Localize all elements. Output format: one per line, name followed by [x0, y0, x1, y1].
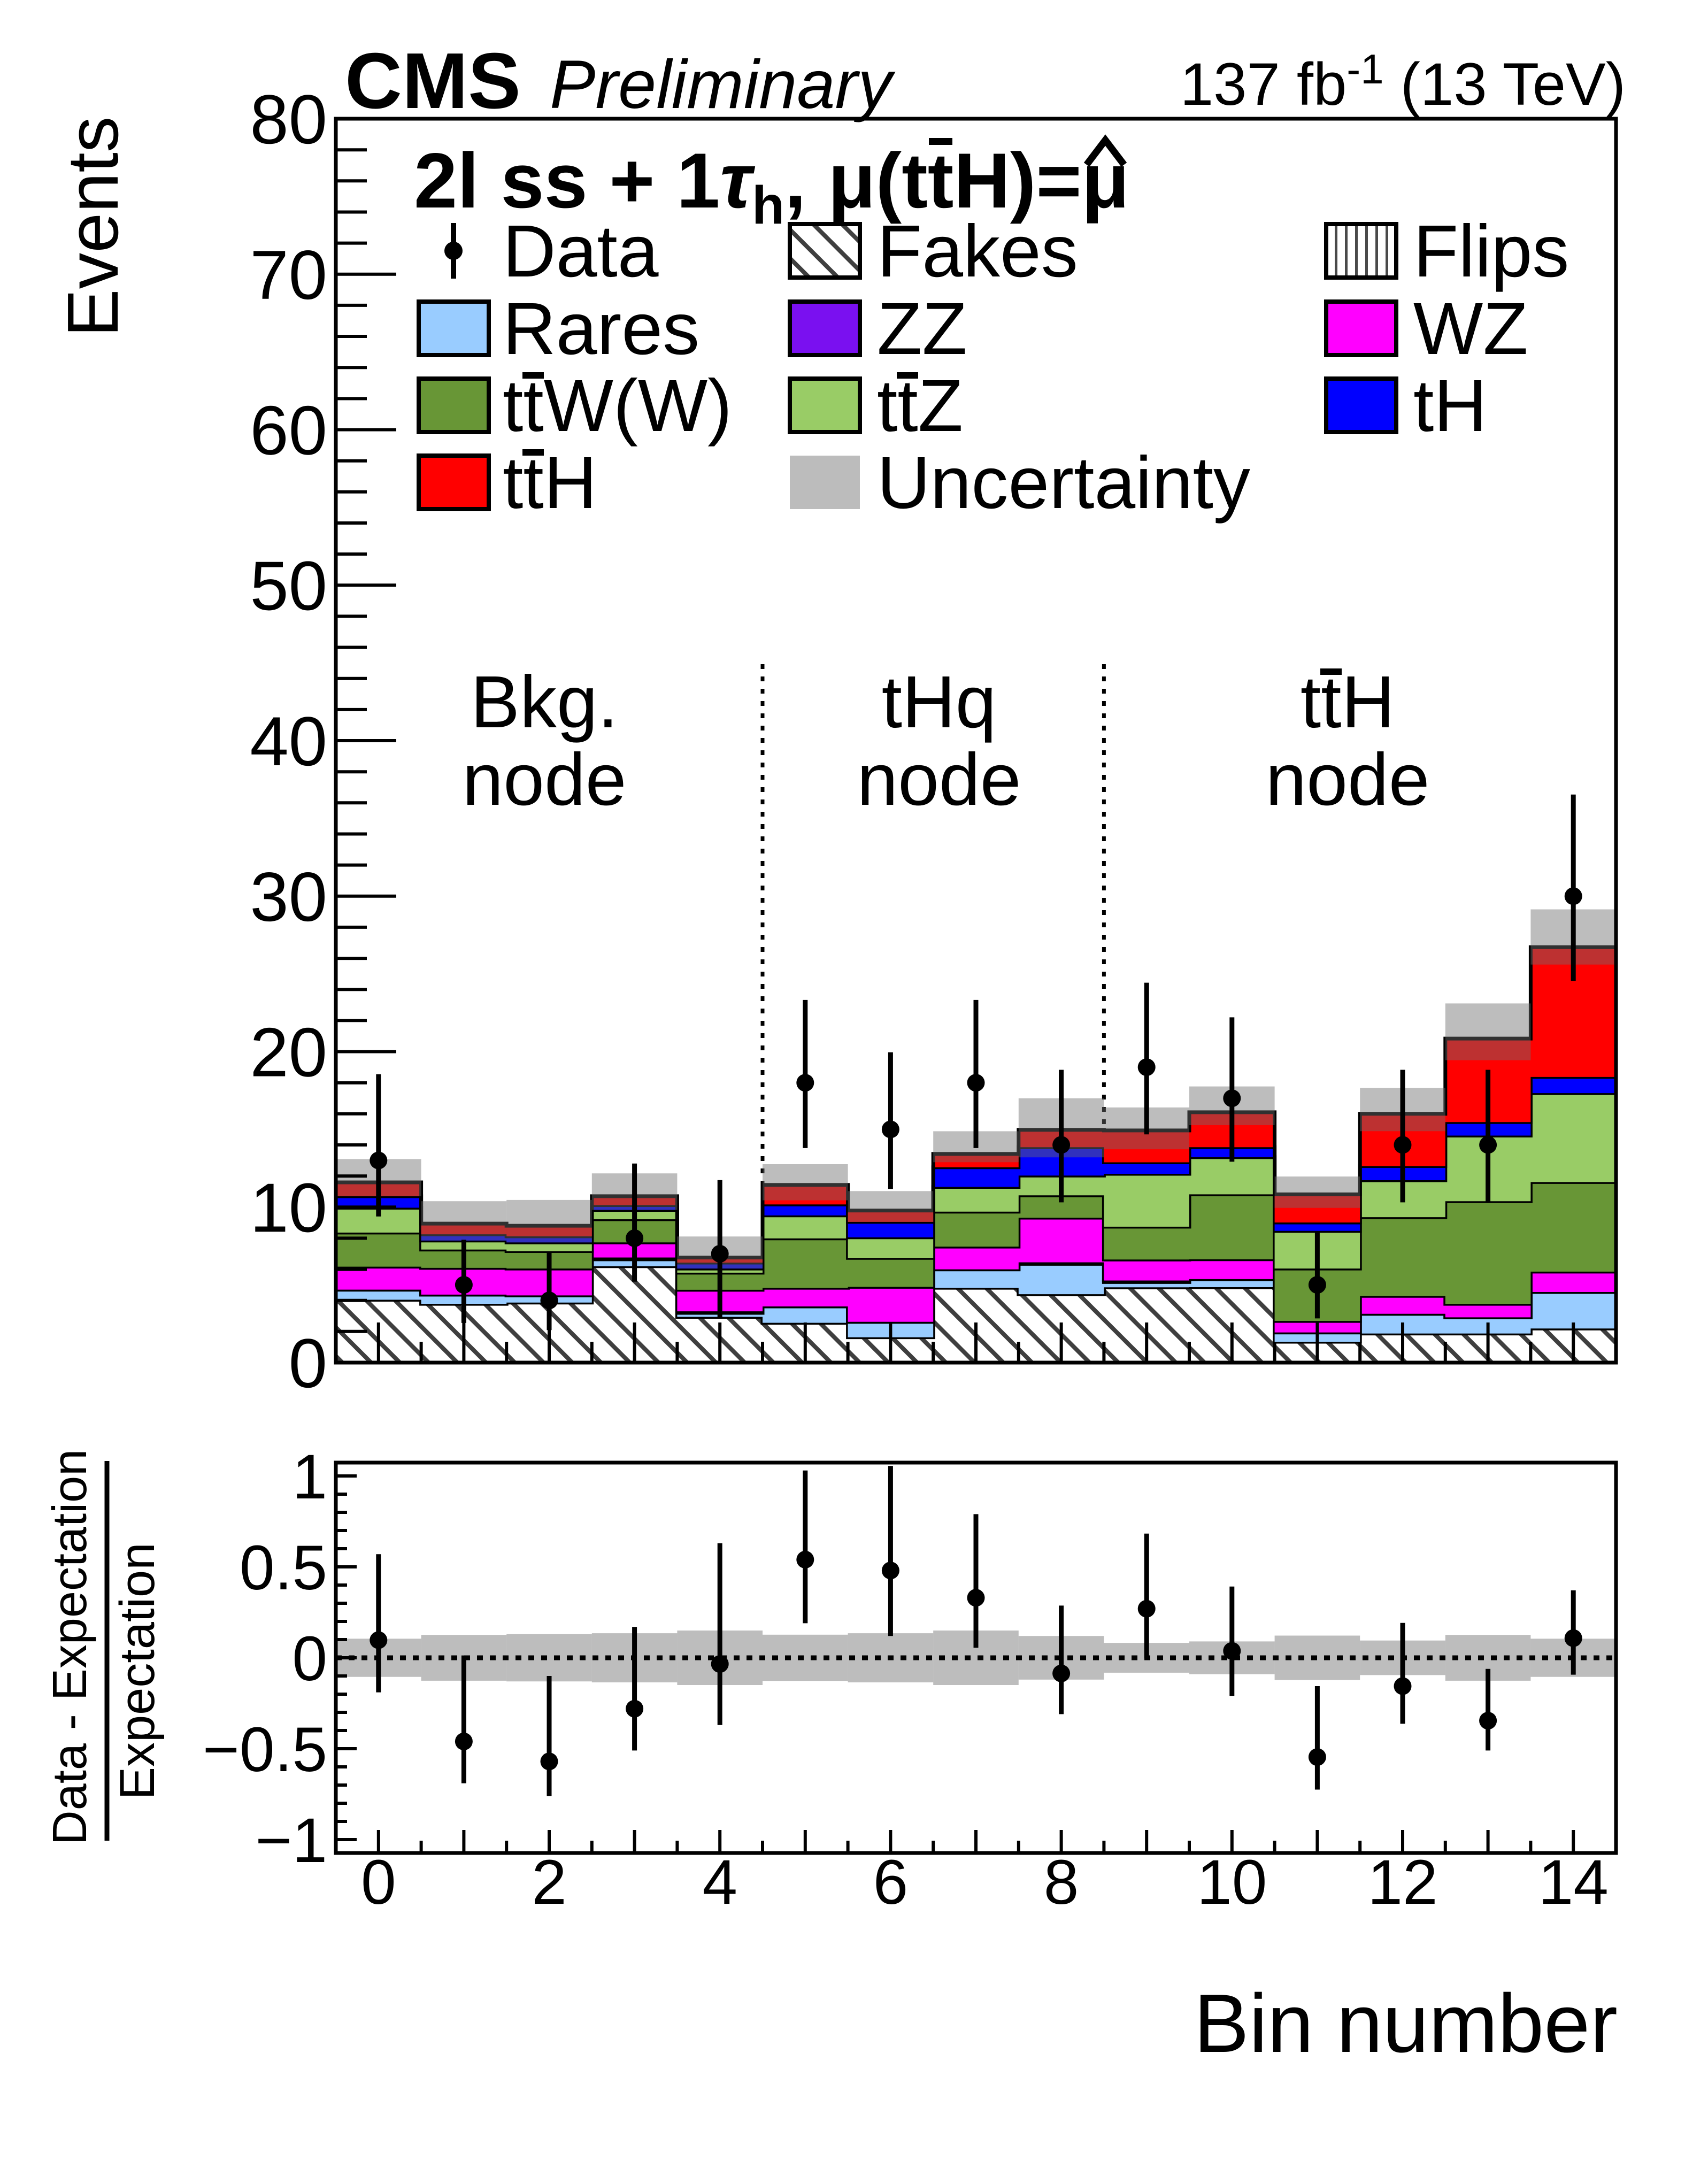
svg-text:10: 10 — [1197, 1847, 1267, 1918]
svg-text:0: 0 — [289, 1324, 327, 1402]
svg-text:node: node — [1266, 739, 1430, 821]
svg-text:ttH: ttH — [1301, 661, 1395, 743]
svg-text:node: node — [463, 739, 627, 821]
svg-text:Expectation: Expectation — [110, 1543, 165, 1800]
svg-text:60: 60 — [250, 391, 327, 470]
svg-text:ttZ: ttZ — [877, 365, 963, 447]
svg-text:Data - Expectation: Data - Expectation — [43, 1449, 97, 1845]
svg-text:40: 40 — [250, 702, 327, 780]
svg-text:1: 1 — [292, 1442, 327, 1512]
svg-text:2: 2 — [532, 1847, 567, 1918]
svg-text:137 fb-1 (13 TeV): 137 fb-1 (13 TeV) — [1180, 45, 1626, 118]
svg-text:80: 80 — [250, 80, 327, 158]
svg-text:Preliminary: Preliminary — [550, 47, 896, 123]
svg-text:node: node — [857, 739, 1021, 821]
svg-text:Data: Data — [503, 210, 659, 293]
svg-text:20: 20 — [250, 1013, 327, 1091]
svg-text:Bin number: Bin number — [1194, 1977, 1618, 2070]
svg-text:Fakes: Fakes — [877, 210, 1078, 293]
svg-text:Bkg.: Bkg. — [471, 661, 618, 743]
svg-text:−1: −1 — [255, 1805, 327, 1876]
svg-text:6: 6 — [873, 1847, 909, 1918]
svg-text:Flips: Flips — [1413, 210, 1569, 293]
svg-text:tH: tH — [1413, 365, 1487, 447]
svg-text:WZ: WZ — [1413, 288, 1528, 370]
svg-text:12: 12 — [1367, 1847, 1437, 1918]
svg-text:tHq: tHq — [882, 661, 997, 743]
svg-text:0: 0 — [361, 1847, 396, 1918]
svg-text:70: 70 — [250, 236, 327, 314]
svg-text:Rares: Rares — [503, 288, 699, 370]
svg-text:0: 0 — [292, 1624, 327, 1694]
svg-text:ZZ: ZZ — [877, 288, 967, 370]
svg-text:14: 14 — [1538, 1847, 1609, 1918]
svg-text:−0.5: −0.5 — [203, 1714, 327, 1785]
svg-text:ttH: ttH — [503, 442, 597, 524]
svg-text:50: 50 — [250, 547, 327, 625]
svg-text:8: 8 — [1044, 1847, 1079, 1918]
svg-text:Events: Events — [52, 117, 133, 337]
svg-text:CMS: CMS — [345, 37, 521, 125]
svg-text:10: 10 — [250, 1168, 327, 1247]
svg-text:30: 30 — [250, 858, 327, 936]
svg-text:Uncertainty: Uncertainty — [877, 442, 1250, 524]
svg-text:4: 4 — [702, 1847, 737, 1918]
svg-text:0.5: 0.5 — [240, 1533, 327, 1603]
